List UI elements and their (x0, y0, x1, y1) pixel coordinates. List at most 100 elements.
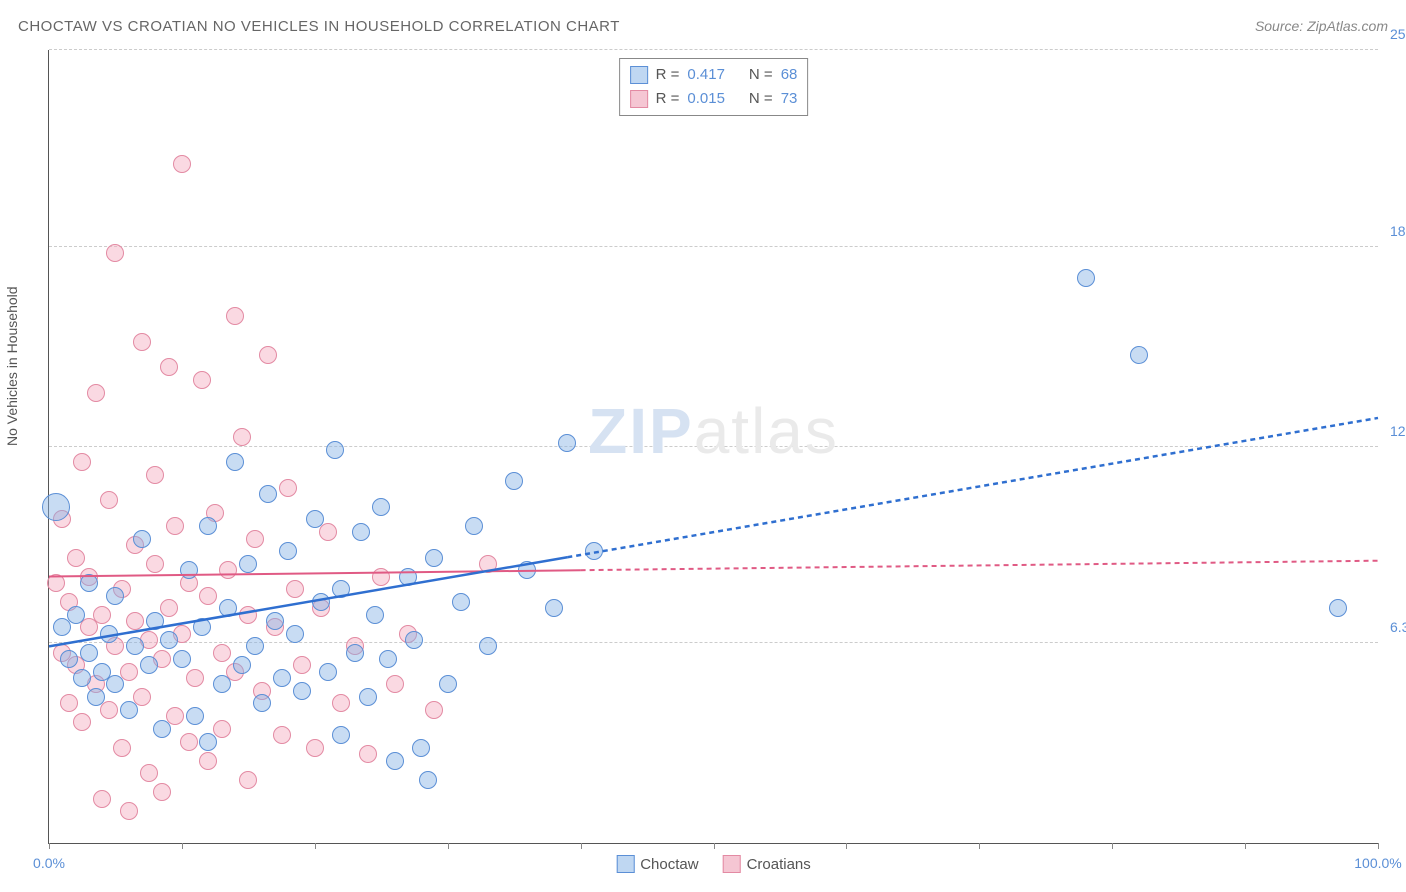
choctaw-point (67, 606, 85, 624)
croatians-point (279, 479, 297, 497)
legend-swatch (630, 66, 648, 84)
croatians-point (479, 555, 497, 573)
croatians-point (166, 517, 184, 535)
choctaw-point (273, 669, 291, 687)
croatians-point (93, 790, 111, 808)
choctaw-point (266, 612, 284, 630)
croatians-point (100, 701, 118, 719)
x-tick-label: 100.0% (1354, 855, 1401, 871)
croatians-point (73, 453, 91, 471)
x-tick-mark (846, 843, 847, 849)
choctaw-point (352, 523, 370, 541)
gridline-h (49, 446, 1378, 447)
choctaw-point (140, 656, 158, 674)
croatians-point (100, 491, 118, 509)
choctaw-point (306, 510, 324, 528)
legend-swatch (630, 90, 648, 108)
gridline-h (49, 246, 1378, 247)
y-tick-label: 25.0% (1382, 26, 1406, 42)
choctaw-point (199, 517, 217, 535)
croatians-point (173, 155, 191, 173)
croatians-point (126, 612, 144, 630)
choctaw-point (425, 549, 443, 567)
choctaw-point (346, 644, 364, 662)
choctaw-point (120, 701, 138, 719)
croatians-point (259, 346, 277, 364)
croatians-point (67, 549, 85, 567)
choctaw-point (479, 637, 497, 655)
croatians-point (60, 694, 78, 712)
croatians-point (180, 733, 198, 751)
choctaw-point (545, 599, 563, 617)
legend-series: ChoctawCroatians (616, 855, 811, 873)
x-tick-mark (979, 843, 980, 849)
choctaw-point (80, 574, 98, 592)
croatians-point (372, 568, 390, 586)
croatians-point (332, 694, 350, 712)
choctaw-point (153, 720, 171, 738)
choctaw-point (518, 561, 536, 579)
choctaw-point (60, 650, 78, 668)
choctaw-point (106, 587, 124, 605)
x-tick-mark (315, 843, 316, 849)
legend-stat-row: R = 0.015 N = 73 (630, 87, 798, 111)
x-tick-mark (448, 843, 449, 849)
x-tick-mark (714, 843, 715, 849)
choctaw-point (279, 542, 297, 560)
choctaw-point (133, 530, 151, 548)
choctaw-point (199, 733, 217, 751)
choctaw-point (80, 644, 98, 662)
header-row: CHOCTAW VS CROATIAN NO VEHICLES IN HOUSE… (18, 18, 1388, 35)
choctaw-point (465, 517, 483, 535)
n-label: N = (749, 87, 773, 111)
choctaw-point (42, 493, 70, 521)
r-value: 0.015 (687, 87, 725, 111)
choctaw-point (332, 726, 350, 744)
choctaw-point (239, 555, 257, 573)
x-tick-mark (1378, 843, 1379, 849)
croatians-point (113, 739, 131, 757)
croatians-point (273, 726, 291, 744)
n-value: 73 (781, 87, 798, 111)
n-label: N = (749, 63, 773, 87)
croatians-point (47, 574, 65, 592)
y-tick-label: 6.3% (1382, 619, 1406, 635)
croatians-point (193, 371, 211, 389)
croatians-point (226, 307, 244, 325)
choctaw-point (259, 485, 277, 503)
choctaw-point (106, 675, 124, 693)
choctaw-point (439, 675, 457, 693)
croatians-point (359, 745, 377, 763)
choctaw-point (233, 656, 251, 674)
croatians-point (186, 669, 204, 687)
y-axis-label: No Vehicles in Household (4, 286, 20, 446)
r-value: 0.417 (687, 63, 725, 87)
y-tick-label: 12.5% (1382, 423, 1406, 439)
watermark: ZIPatlas (588, 394, 839, 468)
croatians-point (146, 466, 164, 484)
choctaw-point (180, 561, 198, 579)
choctaw-point (312, 593, 330, 611)
choctaw-point (253, 694, 271, 712)
choctaw-point (372, 498, 390, 516)
choctaw-point (585, 542, 603, 560)
choctaw-point (558, 434, 576, 452)
choctaw-point (1077, 269, 1095, 287)
croatians-point (140, 764, 158, 782)
choctaw-point (1130, 346, 1148, 364)
choctaw-point (419, 771, 437, 789)
croatians-point (93, 606, 111, 624)
source-label: Source: ZipAtlas.com (1255, 18, 1388, 34)
legend-swatch (723, 855, 741, 873)
choctaw-point (399, 568, 417, 586)
croatians-point (199, 587, 217, 605)
choctaw-point (193, 618, 211, 636)
legend-stat-row: R =0.417N =68 (630, 63, 798, 87)
choctaw-point (293, 682, 311, 700)
croatians-point (293, 656, 311, 674)
croatians-point (146, 555, 164, 573)
x-tick-label: 0.0% (33, 855, 65, 871)
choctaw-point (246, 637, 264, 655)
watermark-atlas: atlas (694, 395, 839, 467)
r-label: R = (656, 87, 680, 111)
